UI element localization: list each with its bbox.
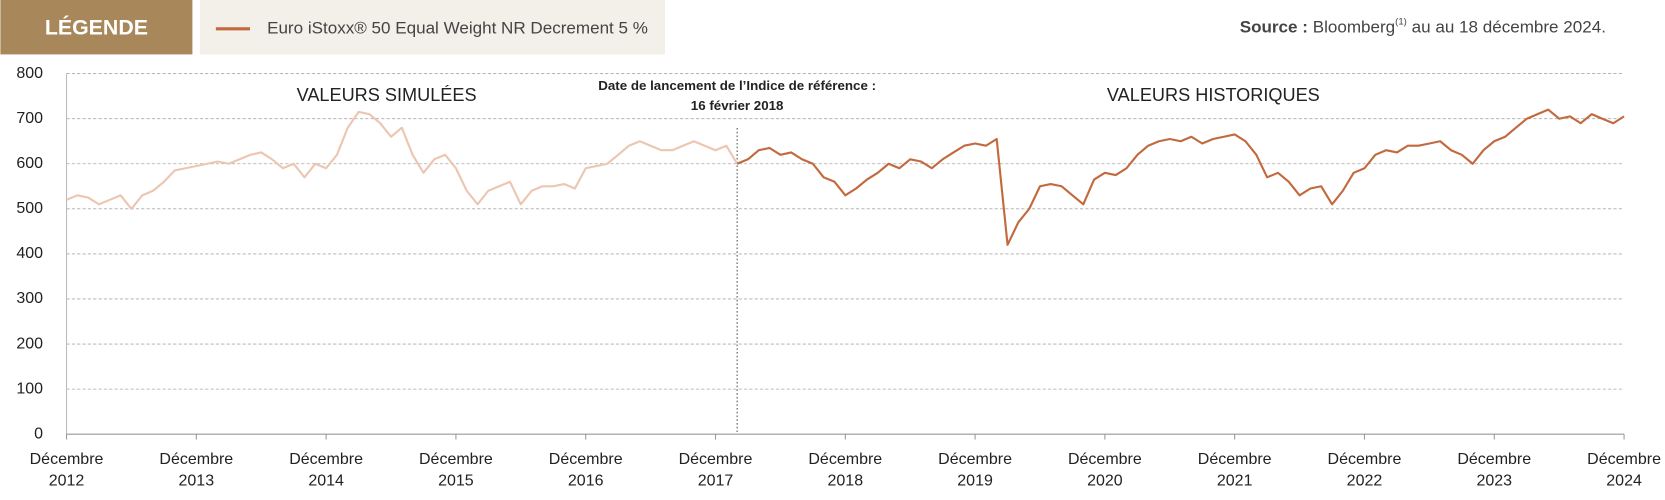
- x-tick-label: Décembre 2012: [29, 450, 104, 490]
- x-tick-label: Décembre 2016: [548, 450, 623, 490]
- y-tick-label: 600: [16, 155, 43, 172]
- x-tick-label: Décembre 2017: [678, 450, 753, 490]
- annotation: VALEURS SIMULÉES: [297, 85, 477, 105]
- y-tick-label: 100: [16, 380, 43, 397]
- x-tick-label: Décembre 2019: [938, 450, 1012, 490]
- x-tick-label-box: Décembre 2012: [29, 450, 104, 490]
- x-tick-label-box: Décembre 2019: [938, 450, 1012, 490]
- x-tick-label: Décembre 2018: [808, 450, 883, 490]
- legend-header: [0, 0, 193, 55]
- y-tick-label: 400: [16, 245, 43, 262]
- x-tick-label: Décembre 2021: [1197, 450, 1272, 490]
- x-tick-label: Décembre 2023: [1457, 450, 1532, 490]
- x-tick-label-box: Décembre 2020: [1067, 450, 1142, 490]
- x-tick-label: Décembre 2015: [418, 450, 493, 490]
- x-tick-label: Décembre 2020: [1067, 450, 1142, 490]
- x-tick-label: Décembre 2024: [1587, 450, 1661, 490]
- x-tick-label-box: Décembre 2024: [1587, 450, 1661, 490]
- annotation: VALEURS HISTORIQUES: [1107, 85, 1320, 105]
- source-text: Bloomberg: [1313, 17, 1395, 36]
- y-tick-label: 300: [16, 290, 43, 307]
- line-simulated: [66, 110, 739, 210]
- source-note: (1): [1395, 16, 1407, 27]
- x-tick-label: Décembre 2022: [1327, 450, 1402, 490]
- legend-title: LÉGENDE: [45, 14, 148, 39]
- launch-annotation: 16 février 2018: [691, 98, 784, 113]
- source-rest: au au 18 décembre 2024.: [1412, 17, 1606, 36]
- source: Source : Bloomberg(1) au au 18 décembre …: [1240, 11, 1606, 36]
- x-tick-label: Décembre 2013: [159, 450, 234, 490]
- x-tick-label-box: Décembre 2021: [1197, 450, 1272, 490]
- y-tick-label: 800: [16, 65, 43, 82]
- y-tick-label: 500: [16, 200, 43, 217]
- y-tick-label: 0: [34, 425, 43, 442]
- x-tick-label-box: Décembre 2022: [1327, 450, 1402, 490]
- y-tick-label: 700: [16, 110, 43, 127]
- x-tick-label-box: Décembre 2013: [159, 450, 234, 490]
- line-historical: [736, 108, 1625, 246]
- legend-box: [199, 0, 666, 55]
- x-tick-label-box: Décembre 2023: [1457, 450, 1532, 490]
- legend-label: Euro iStoxx® 50 Equal Weight NR Decremen…: [267, 18, 648, 37]
- x-tick-label-box: Décembre 2015: [418, 450, 493, 490]
- source-label: Source :: [1240, 17, 1308, 36]
- launch-annotation: Date de lancement de l’Indice de référen…: [598, 78, 876, 93]
- x-tick-label: Décembre 2014: [289, 450, 364, 490]
- x-tick-label-box: Décembre 2014: [289, 450, 364, 490]
- y-tick-label: 200: [16, 335, 43, 352]
- x-tick-label-box: Décembre 2017: [678, 450, 753, 490]
- x-tick-label-box: Décembre 2016: [548, 450, 623, 490]
- x-tick-label-box: Décembre 2018: [808, 450, 883, 490]
